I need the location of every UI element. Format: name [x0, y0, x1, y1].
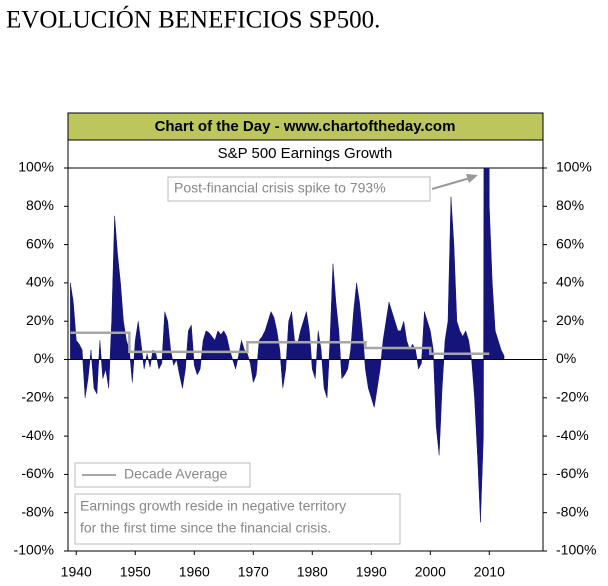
annotation: Post-financial crisis spike to 793% — [174, 180, 386, 196]
x-tick-label: 1990 — [356, 564, 387, 580]
y2-tick-label: -20% — [556, 389, 589, 405]
subtitle-band — [67, 139, 544, 169]
x-tick-label: 1960 — [179, 564, 210, 580]
y-tick-label: 100% — [18, 159, 54, 175]
y-tick-label: 40% — [26, 274, 54, 290]
annotation-box — [167, 176, 431, 202]
y-tick-label: 0% — [34, 350, 54, 366]
y-tick-label: -60% — [21, 465, 54, 481]
y-tick-label: -100% — [14, 542, 54, 558]
y-tick-label: 80% — [26, 197, 54, 213]
y2-tick-label: 0% — [556, 350, 576, 366]
y-tick-label: 20% — [26, 312, 54, 328]
x-tick-label: 2000 — [415, 564, 446, 580]
plot-area — [68, 168, 543, 523]
page-title: EVOLUCIÓN BENEFICIOS SP500. — [6, 6, 380, 34]
y2-tick-label: -40% — [556, 427, 589, 443]
header: Chart of the Day - www.chartoftheday.com — [155, 118, 456, 135]
y2-tick-label: -100% — [556, 542, 596, 558]
y2-tick-label: -60% — [556, 465, 589, 481]
annotation-arrow — [431, 177, 471, 190]
y-tick-label: -40% — [21, 427, 54, 443]
subtitle: S&P 500 Earnings Growth — [218, 145, 393, 162]
earnings-area — [70, 168, 505, 523]
y2-tick-label: 100% — [556, 159, 592, 175]
x-tick-label: 1950 — [120, 564, 151, 580]
y-tick-label: 60% — [26, 235, 54, 251]
y-tick-label: -80% — [21, 503, 54, 519]
note-box — [74, 493, 401, 545]
x-tick-label: 2010 — [474, 564, 505, 580]
x-tick-label: 1980 — [297, 564, 328, 580]
note-line: Earnings growth reside in negative terri… — [80, 498, 346, 514]
header-band — [67, 112, 544, 141]
y-tick-label: -20% — [21, 389, 54, 405]
y2-tick-label: 60% — [556, 235, 584, 251]
x-tick-label: 1940 — [61, 564, 92, 580]
y2-tick-label: 80% — [556, 197, 584, 213]
average-line — [70, 331, 490, 356]
y2-tick-label: 40% — [556, 274, 584, 290]
legend-label: Decade Average — [124, 466, 227, 482]
x-tick-label: 1970 — [238, 564, 269, 580]
y2-tick-label: 20% — [556, 312, 584, 328]
arrow-head — [466, 174, 478, 183]
note-line: for the first time since the financial c… — [80, 520, 331, 536]
overlay: Post-financial crisis spike to 793% Decad… — [74, 174, 478, 545]
y2-tick-label: -80% — [556, 503, 589, 519]
